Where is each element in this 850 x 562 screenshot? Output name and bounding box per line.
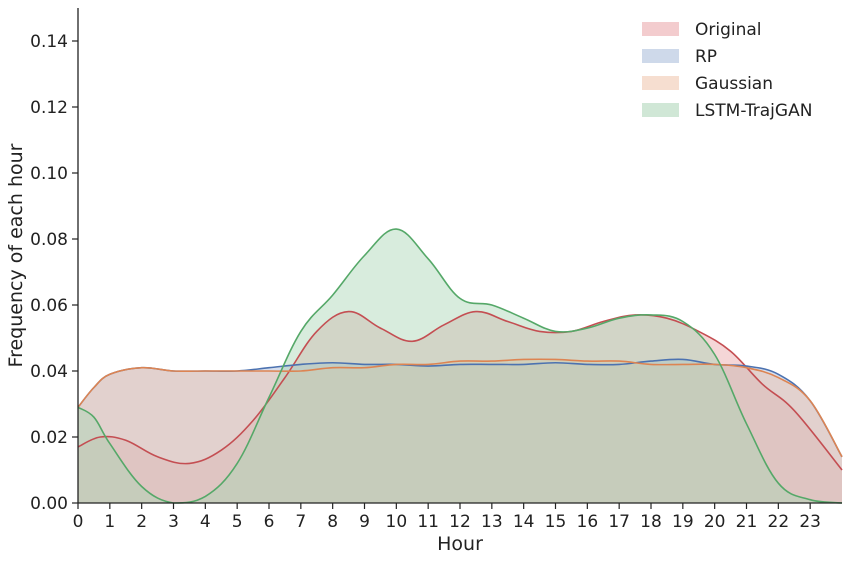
x-tick-label: 23	[799, 512, 821, 532]
y-tick-label: 0.10	[30, 164, 68, 184]
y-tick-label: 0.02	[30, 428, 68, 448]
x-tick-label: 2	[136, 512, 147, 532]
y-tick-label: 0.08	[30, 230, 68, 250]
x-tick-label: 1	[104, 512, 115, 532]
chart-axes: 0 1 2 3 4 5 6 7 8 9 10 11 12 13 14 15 16 17 18 19 20 21 22 230.…	[30, 8, 842, 532]
x-tick-label: 4	[200, 512, 211, 532]
chart-areas	[78, 229, 842, 503]
line-gaussian	[77, 358, 843, 458]
legend-swatch-rp	[642, 49, 679, 63]
x-tick-label: 14	[513, 512, 535, 532]
x-tick-label: 11	[417, 512, 439, 532]
x-tick-label: 0	[73, 512, 84, 532]
chart-legend: Original RP Gaussian LSTM-TrajGAN	[642, 20, 812, 121]
x-tick-label: 15	[545, 512, 567, 532]
x-axis-label: Hour	[437, 533, 483, 555]
y-tick-label: 0.00	[30, 494, 68, 514]
legend-swatch-original	[642, 22, 679, 36]
x-tick-label: 6	[264, 512, 275, 532]
legend-label-original: Original	[695, 20, 762, 40]
y-axis-label: Frequency of each hour	[5, 143, 27, 367]
legend-label-rp: RP	[695, 47, 717, 67]
legend-swatch-gaussian	[642, 76, 679, 90]
y-tick-label: 0.14	[30, 32, 68, 52]
area-rp	[78, 359, 842, 503]
x-tick-label: 16	[577, 512, 599, 532]
x-tick-label: 18	[640, 512, 662, 532]
y-tick-label: 0.04	[30, 362, 68, 382]
x-tick-label: 20	[704, 512, 726, 532]
legend-label-lstm-trajgan: LSTM-TrajGAN	[695, 101, 812, 121]
x-tick-label: 5	[232, 512, 243, 532]
area-gaussian	[78, 359, 842, 503]
area-original	[78, 311, 842, 503]
x-tick-label: 22	[768, 512, 790, 532]
y-tick-label: 0.12	[30, 98, 68, 118]
legend-swatch-lstm-trajgan	[642, 103, 679, 117]
y-tick-label: 0.06	[30, 296, 68, 316]
x-tick-label: 8	[327, 512, 338, 532]
x-tick-label: 17	[608, 512, 630, 532]
x-tick-label: 9	[359, 512, 370, 532]
x-tick-label: 7	[295, 512, 306, 532]
x-tick-label: 12	[449, 512, 471, 532]
x-tick-label: 3	[168, 512, 179, 532]
line-original	[77, 310, 843, 471]
x-tick-label: 10	[386, 512, 408, 532]
x-tick-label: 13	[481, 512, 503, 532]
x-tick-label: 21	[736, 512, 758, 532]
legend-label-gaussian: Gaussian	[695, 74, 773, 94]
area-lstm-trajgan	[78, 229, 842, 503]
x-tick-label: 19	[672, 512, 694, 532]
